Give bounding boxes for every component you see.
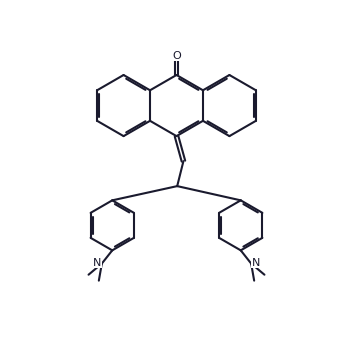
Text: N: N xyxy=(93,258,101,268)
Text: O: O xyxy=(172,51,181,61)
Text: N: N xyxy=(252,258,260,268)
